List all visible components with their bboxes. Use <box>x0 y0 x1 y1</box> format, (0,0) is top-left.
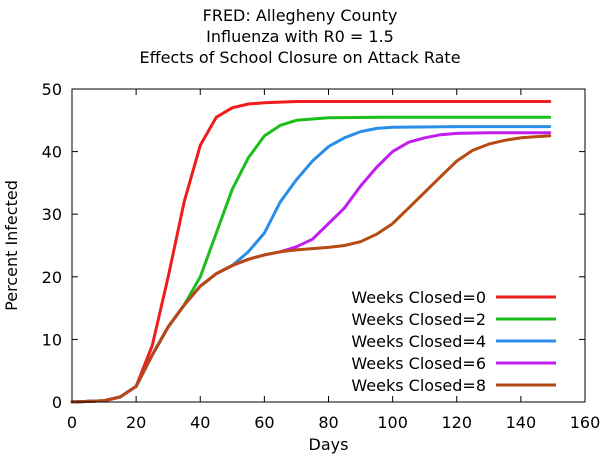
legend-label-1: Weeks Closed=0 <box>351 288 486 307</box>
legend-label-3: Weeks Closed=4 <box>351 332 486 351</box>
y-tick-label: 20 <box>42 268 62 287</box>
chart-title: FRED: Allegheny County Influenza with R0 … <box>139 6 460 67</box>
x-tick-label: 60 <box>254 413 274 432</box>
x-tick-label: 100 <box>377 413 408 432</box>
chart-title-line-2: Influenza with R0 = 1.5 <box>206 27 394 46</box>
chart-title-line-3: Effects of School Closure on Attack Rate <box>139 48 460 67</box>
y-axis-label: Percent Infected <box>2 180 21 311</box>
y-tick-label: 40 <box>42 143 62 162</box>
x-axis-label: Days <box>309 435 349 454</box>
x-tick-label: 120 <box>441 413 472 432</box>
y-tick-label: 0 <box>52 393 62 412</box>
y-tick-label: 50 <box>42 80 62 99</box>
x-tick-label: 0 <box>67 413 77 432</box>
x-tick-label: 20 <box>126 413 146 432</box>
axis-ticks: 0 20 40 60 80 100 120 140 160 0 10 20 30 40 50 <box>42 80 600 432</box>
legend-label-2: Weeks Closed=2 <box>351 310 486 329</box>
legend: Weeks Closed=0 Weeks Closed=2 Weeks Closed… <box>351 288 556 395</box>
y-tick-label: 10 <box>42 330 62 349</box>
legend-label-4: Weeks Closed=6 <box>351 354 486 373</box>
series-lines <box>70 100 552 404</box>
y-tick-label: 30 <box>42 205 62 224</box>
series-line-5 <box>70 134 552 404</box>
x-tick-label: 160 <box>570 413 600 432</box>
legend-label-5: Weeks Closed=8 <box>351 376 486 395</box>
x-tick-label: 40 <box>190 413 210 432</box>
x-tick-label: 80 <box>318 413 338 432</box>
chart-title-line-1: FRED: Allegheny County <box>203 6 398 25</box>
x-tick-label: 140 <box>506 413 537 432</box>
